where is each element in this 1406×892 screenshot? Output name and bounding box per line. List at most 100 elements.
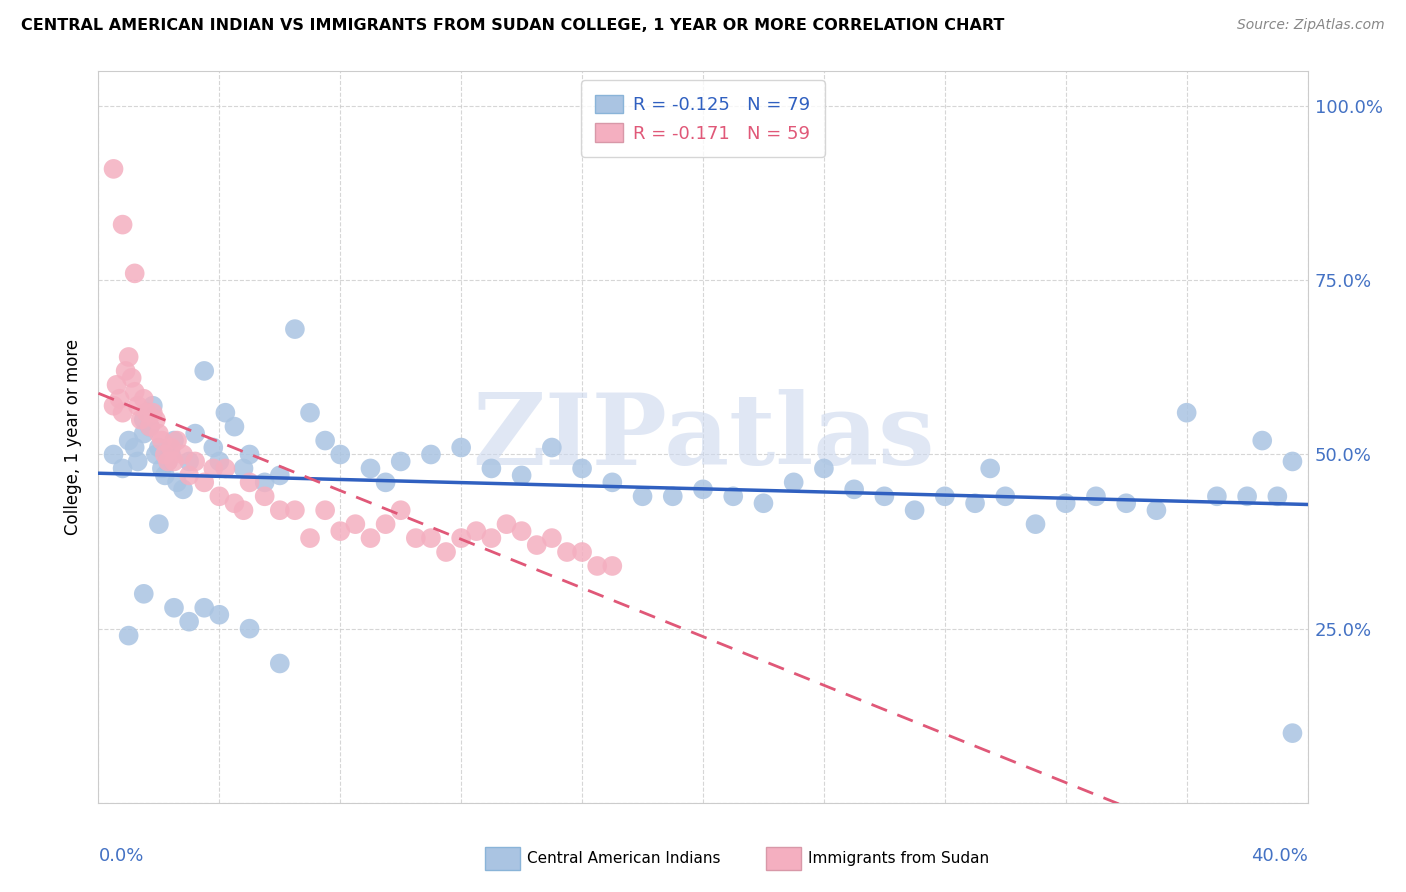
Point bbox=[314, 434, 336, 448]
Point bbox=[360, 531, 382, 545]
Text: Source: ZipAtlas.com: Source: ZipAtlas.com bbox=[1237, 18, 1385, 32]
Point bbox=[1251, 434, 1274, 448]
Text: 40.0%: 40.0% bbox=[1251, 847, 1308, 864]
Point bbox=[284, 503, 307, 517]
Point bbox=[1281, 454, 1303, 468]
Point bbox=[269, 503, 291, 517]
Point bbox=[172, 448, 194, 462]
Point bbox=[752, 496, 775, 510]
Point bbox=[193, 600, 215, 615]
Point bbox=[202, 441, 225, 455]
Point bbox=[111, 406, 134, 420]
Point bbox=[208, 454, 231, 468]
Point bbox=[329, 524, 352, 538]
Point bbox=[214, 461, 236, 475]
Point bbox=[1144, 503, 1167, 517]
Point bbox=[360, 461, 382, 475]
Point bbox=[329, 448, 352, 462]
Point bbox=[481, 531, 503, 545]
Point bbox=[145, 412, 167, 426]
Point bbox=[465, 524, 488, 538]
Point bbox=[145, 448, 167, 462]
Point bbox=[118, 629, 141, 643]
Point bbox=[253, 489, 276, 503]
Text: CENTRAL AMERICAN INDIAN VS IMMIGRANTS FROM SUDAN COLLEGE, 1 YEAR OR MORE CORRELA: CENTRAL AMERICAN INDIAN VS IMMIGRANTS FR… bbox=[21, 18, 1004, 33]
Point bbox=[103, 448, 125, 462]
Point bbox=[783, 475, 806, 490]
Point bbox=[105, 377, 128, 392]
Point bbox=[172, 483, 194, 497]
Point bbox=[571, 545, 593, 559]
Point bbox=[127, 399, 149, 413]
Point bbox=[239, 622, 262, 636]
Point bbox=[979, 461, 1001, 475]
Point bbox=[139, 419, 162, 434]
Point bbox=[132, 426, 155, 441]
Point bbox=[160, 448, 183, 462]
Point bbox=[405, 531, 427, 545]
Point bbox=[135, 406, 157, 420]
Point bbox=[179, 454, 201, 468]
Point bbox=[163, 454, 186, 468]
Point bbox=[163, 600, 186, 615]
Point bbox=[160, 441, 183, 455]
Point bbox=[166, 434, 188, 448]
Text: Immigrants from Sudan: Immigrants from Sudan bbox=[808, 852, 990, 866]
Point bbox=[299, 406, 322, 420]
Point bbox=[661, 489, 683, 503]
Point bbox=[586, 558, 609, 573]
Point bbox=[150, 461, 173, 475]
Point bbox=[148, 441, 170, 455]
Point bbox=[994, 489, 1017, 503]
Point bbox=[166, 475, 188, 490]
Point bbox=[153, 468, 176, 483]
Point bbox=[269, 657, 291, 671]
Point bbox=[214, 406, 236, 420]
Point bbox=[148, 426, 170, 441]
Point bbox=[389, 454, 412, 468]
Point bbox=[108, 392, 131, 406]
Point bbox=[150, 434, 173, 448]
Point bbox=[239, 448, 262, 462]
Point bbox=[510, 524, 533, 538]
Point bbox=[450, 531, 472, 545]
Point bbox=[602, 558, 624, 573]
Point bbox=[156, 454, 179, 468]
Point bbox=[153, 448, 176, 462]
Point bbox=[124, 441, 146, 455]
Point bbox=[179, 615, 201, 629]
Point bbox=[103, 161, 125, 176]
Point bbox=[111, 218, 134, 232]
Text: 0.0%: 0.0% bbox=[98, 847, 143, 864]
Y-axis label: College, 1 year or more: College, 1 year or more bbox=[65, 339, 83, 535]
Point bbox=[844, 483, 866, 497]
Point bbox=[1236, 489, 1258, 503]
Point bbox=[118, 350, 141, 364]
Point bbox=[434, 545, 457, 559]
Point bbox=[124, 384, 146, 399]
Point bbox=[253, 475, 276, 490]
Point bbox=[184, 454, 207, 468]
Point bbox=[135, 406, 157, 420]
Point bbox=[111, 461, 134, 475]
Point bbox=[208, 607, 231, 622]
Point bbox=[129, 412, 152, 426]
Point bbox=[103, 399, 125, 413]
Point bbox=[420, 531, 443, 545]
Point bbox=[314, 503, 336, 517]
Point bbox=[232, 461, 254, 475]
Point bbox=[540, 531, 562, 545]
Point bbox=[555, 545, 578, 559]
Point bbox=[127, 454, 149, 468]
Point bbox=[723, 489, 745, 503]
Point bbox=[193, 364, 215, 378]
Point bbox=[631, 489, 654, 503]
Point bbox=[163, 434, 186, 448]
Point bbox=[139, 419, 162, 434]
Point bbox=[114, 364, 136, 378]
Point bbox=[934, 489, 956, 503]
Point bbox=[132, 587, 155, 601]
Point bbox=[873, 489, 896, 503]
Point bbox=[148, 517, 170, 532]
Point bbox=[156, 454, 179, 468]
